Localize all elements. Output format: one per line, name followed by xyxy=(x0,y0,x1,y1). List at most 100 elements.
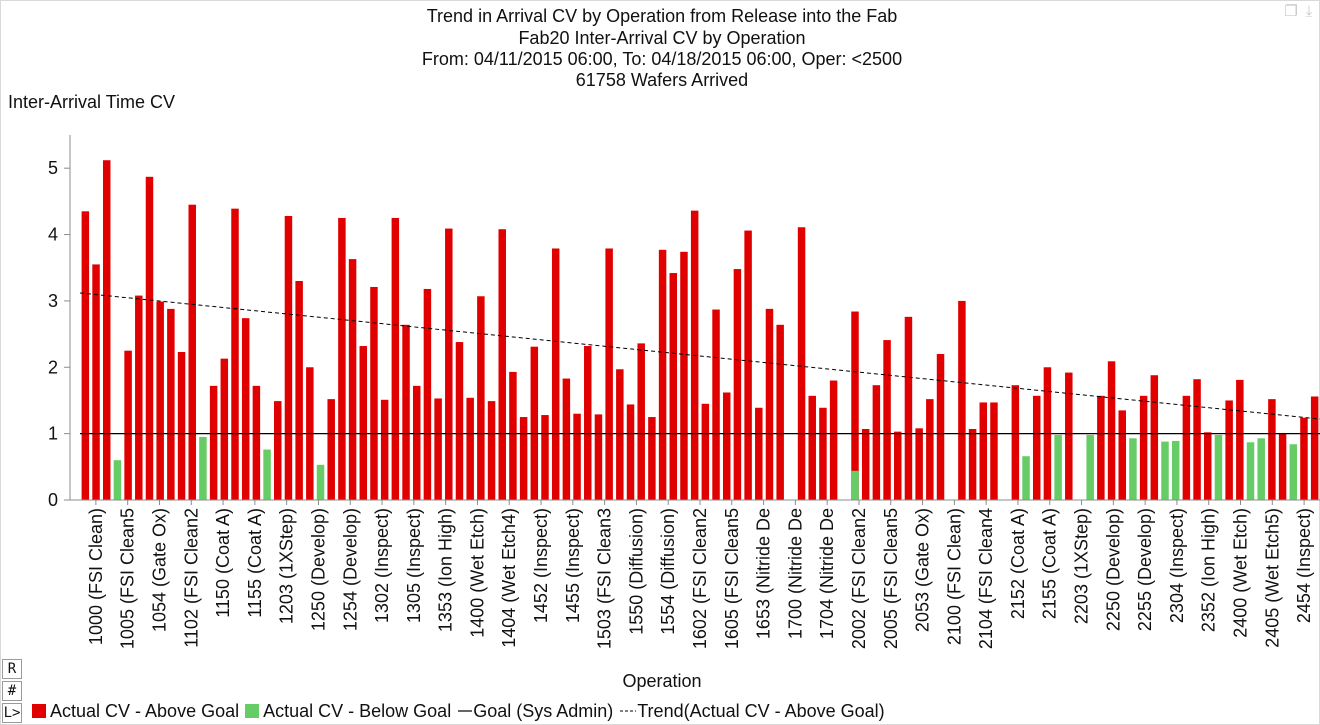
bar-above-goal[interactable] xyxy=(680,251,688,500)
bar-above-goal[interactable] xyxy=(669,273,678,500)
bar-above-goal[interactable] xyxy=(348,259,357,500)
bar-above-goal[interactable] xyxy=(327,399,335,500)
bar-above-goal[interactable] xyxy=(135,295,143,500)
bar-below-goal[interactable] xyxy=(316,464,325,500)
bar-above-goal[interactable] xyxy=(284,215,293,501)
bar-above-goal[interactable] xyxy=(744,230,752,500)
bar-above-goal[interactable] xyxy=(177,352,186,500)
bar-above-goal[interactable] xyxy=(423,288,432,500)
bar-above-goal[interactable] xyxy=(359,346,368,500)
bar-above-goal[interactable] xyxy=(1225,400,1233,500)
bar-above-goal[interactable] xyxy=(1300,417,1308,500)
bar-above-goal[interactable] xyxy=(1011,385,1020,500)
bar-below-goal[interactable] xyxy=(113,460,122,500)
bar-above-goal[interactable] xyxy=(712,309,720,500)
bar-above-goal[interactable] xyxy=(861,428,870,500)
bar-above-goal[interactable] xyxy=(904,316,913,500)
bar-above-goal[interactable] xyxy=(926,399,934,500)
bar-above-goal[interactable] xyxy=(455,342,464,500)
bar-above-goal[interactable] xyxy=(391,217,400,501)
bar-above-goal[interactable] xyxy=(498,229,506,500)
bar-above-goal[interactable] xyxy=(936,354,945,500)
bar-above-goal[interactable] xyxy=(551,248,560,500)
legend-item-goal[interactable]: Goal (Sys Admin) xyxy=(457,701,613,722)
bar-above-goal[interactable] xyxy=(1032,395,1041,500)
bar-above-goal[interactable] xyxy=(1204,432,1212,500)
bar-above-goal[interactable] xyxy=(616,369,624,500)
bar-above-goal[interactable] xyxy=(156,301,164,500)
bar-above-goal[interactable] xyxy=(445,228,453,500)
bar-above-goal[interactable] xyxy=(990,402,998,500)
bar-above-goal[interactable] xyxy=(765,308,774,500)
bar-above-goal[interactable] xyxy=(209,385,218,500)
legend-item-trend[interactable]: Trend(Actual CV - Above Goal) xyxy=(619,701,885,722)
bar-below-goal[interactable] xyxy=(1054,434,1062,500)
bar-above-goal[interactable] xyxy=(145,176,154,501)
bar-above-goal[interactable] xyxy=(370,286,378,500)
bar-above-goal[interactable] xyxy=(1182,395,1191,500)
bar-above-goal[interactable] xyxy=(584,346,592,500)
bar-above-goal[interactable] xyxy=(1310,396,1319,500)
download-icon[interactable]: ⤓ xyxy=(1305,3,1313,20)
bar-below-goal[interactable] xyxy=(1246,442,1255,500)
bar-below-goal[interactable] xyxy=(1022,456,1030,500)
bar-above-goal[interactable] xyxy=(776,324,784,500)
bar-below-goal[interactable] xyxy=(1086,434,1094,500)
bar-above-goal[interactable] xyxy=(637,343,645,500)
bar-above-goal[interactable] xyxy=(829,380,838,500)
side-button-hash[interactable]: # xyxy=(2,681,22,701)
bar-above-goal[interactable] xyxy=(509,371,517,500)
bar-above-goal[interactable] xyxy=(541,415,549,500)
bar-above-goal[interactable] xyxy=(1193,379,1201,500)
bar-above-goal[interactable] xyxy=(252,385,261,500)
bar-above-goal[interactable] xyxy=(231,208,239,500)
bar-above-goal[interactable] xyxy=(605,248,613,500)
bar-below-goal[interactable] xyxy=(1214,434,1223,500)
bar-above-goal[interactable] xyxy=(274,401,282,500)
bar-above-goal[interactable] xyxy=(872,385,881,500)
bar-above-goal[interactable] xyxy=(658,249,667,500)
bar-above-goal[interactable] xyxy=(915,428,923,500)
bar-above-goal[interactable] xyxy=(562,378,571,500)
side-button-lead[interactable]: L> xyxy=(2,703,22,723)
bar-above-goal[interactable] xyxy=(188,204,196,500)
bar-above-goal[interactable] xyxy=(701,403,710,500)
bar-above-goal[interactable] xyxy=(733,269,742,500)
bar-above-goal[interactable] xyxy=(797,227,806,500)
bar-above-goal[interactable] xyxy=(477,296,485,500)
legend-item-above[interactable]: Actual CV - Above Goal xyxy=(32,701,239,722)
bar-above-goal[interactable] xyxy=(338,217,346,501)
bar-above-goal[interactable] xyxy=(519,417,528,500)
legend-item-below[interactable]: Actual CV - Below Goal xyxy=(245,701,451,722)
bar-above-goal[interactable] xyxy=(102,160,111,500)
bar-above-goal[interactable] xyxy=(594,414,603,500)
bar-above-goal[interactable] xyxy=(851,311,859,500)
bar-above-goal[interactable] xyxy=(220,358,229,500)
bar-above-goal[interactable] xyxy=(1139,395,1148,500)
bar-above-goal[interactable] xyxy=(380,399,389,500)
bar-above-goal[interactable] xyxy=(1097,395,1105,500)
bar-above-goal[interactable] xyxy=(466,397,474,500)
bar-above-goal[interactable] xyxy=(167,308,175,500)
bar-above-goal[interactable] xyxy=(968,428,977,500)
bar-above-goal[interactable] xyxy=(412,385,421,500)
bar-below-goal[interactable] xyxy=(1129,438,1137,500)
bar-above-goal[interactable] xyxy=(1118,410,1126,500)
bar-above-goal[interactable] xyxy=(819,407,827,500)
bar-above-goal[interactable] xyxy=(124,350,132,500)
bar-above-goal[interactable] xyxy=(530,346,539,500)
bar-above-goal[interactable] xyxy=(1278,432,1287,500)
bar-above-goal[interactable] xyxy=(808,395,816,500)
bar-above-goal[interactable] xyxy=(402,324,410,500)
bar-above-goal[interactable] xyxy=(958,300,966,500)
bar-below-goal[interactable] xyxy=(1289,444,1298,500)
bar-above-goal[interactable] xyxy=(1065,372,1073,500)
bar-above-goal[interactable] xyxy=(1236,379,1244,500)
bar-above-goal[interactable] xyxy=(487,401,496,500)
bar-above-goal[interactable] xyxy=(434,398,442,500)
bar-above-goal[interactable] xyxy=(92,264,100,500)
bar-above-goal[interactable] xyxy=(722,392,731,500)
bar-below-goal[interactable] xyxy=(1161,441,1169,500)
bar-below-goal[interactable] xyxy=(1257,438,1265,500)
bar-above-goal[interactable] xyxy=(1150,375,1159,500)
